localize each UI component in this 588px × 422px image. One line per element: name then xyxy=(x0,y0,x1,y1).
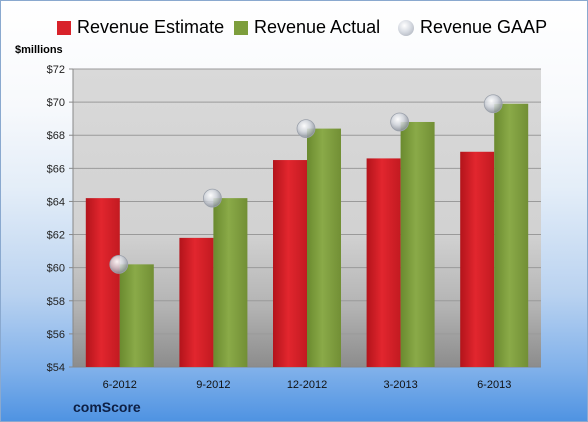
legend-label-revenue-gaap: Revenue GAAP xyxy=(420,17,548,37)
x-tick-label: 9-2012 xyxy=(196,379,230,391)
bar-revenue-estimate xyxy=(85,198,120,367)
x-tick-label: 6-2012 xyxy=(103,379,137,391)
x-tick-label: 3-2013 xyxy=(383,379,417,391)
y-tick-label: $58 xyxy=(47,296,65,308)
y-tick-label: $62 xyxy=(47,230,65,242)
bar-revenue-estimate xyxy=(460,151,495,367)
marker-revenue-gaap xyxy=(109,254,129,274)
y-tick-label: $56 xyxy=(47,329,65,341)
marker-revenue-gaap xyxy=(390,112,410,132)
legend-swatch-revenue-actual xyxy=(234,20,248,35)
bar-revenue-actual xyxy=(494,103,529,368)
source-label: comScore xyxy=(73,399,141,415)
marker-revenue-gaap xyxy=(296,119,316,138)
y-tick-label: $54 xyxy=(47,362,65,374)
legend-item-revenue-estimate: Revenue Estimate xyxy=(57,17,224,38)
y-tick-label: $64 xyxy=(47,196,65,208)
bar-revenue-actual xyxy=(119,264,154,367)
legend-label-revenue-actual: Revenue Actual xyxy=(254,17,381,37)
y-tick-label: $68 xyxy=(47,130,65,142)
marker-revenue-gaap xyxy=(483,94,503,114)
y-tick-label: $60 xyxy=(47,263,65,275)
legend-item-revenue-actual: Revenue Actual xyxy=(234,17,380,38)
legend-swatch-revenue-estimate xyxy=(57,20,71,35)
y-tick-label: $66 xyxy=(47,163,65,175)
y-tick-label: $72 xyxy=(47,64,65,76)
bar-revenue-actual xyxy=(213,198,248,367)
legend: Revenue Estimate Revenue Actual Revenue … xyxy=(1,17,587,43)
bar-revenue-estimate xyxy=(179,237,214,367)
x-tick-label: 12-2012 xyxy=(287,379,327,391)
marker-revenue-gaap xyxy=(202,188,222,208)
y-tick-label: $70 xyxy=(47,97,65,109)
bar-revenue-estimate xyxy=(366,158,401,367)
legend-swatch-revenue-gaap xyxy=(398,19,414,36)
bar-revenue-estimate xyxy=(273,160,307,367)
bar-revenue-actual xyxy=(307,128,341,367)
y-axis-unit-label: $millions xyxy=(15,44,63,56)
x-tick-label: 6-2013 xyxy=(477,379,511,391)
bar-revenue-actual xyxy=(400,121,435,367)
legend-item-revenue-gaap: Revenue GAAP xyxy=(398,17,547,38)
legend-label-revenue-estimate: Revenue Estimate xyxy=(77,17,225,37)
